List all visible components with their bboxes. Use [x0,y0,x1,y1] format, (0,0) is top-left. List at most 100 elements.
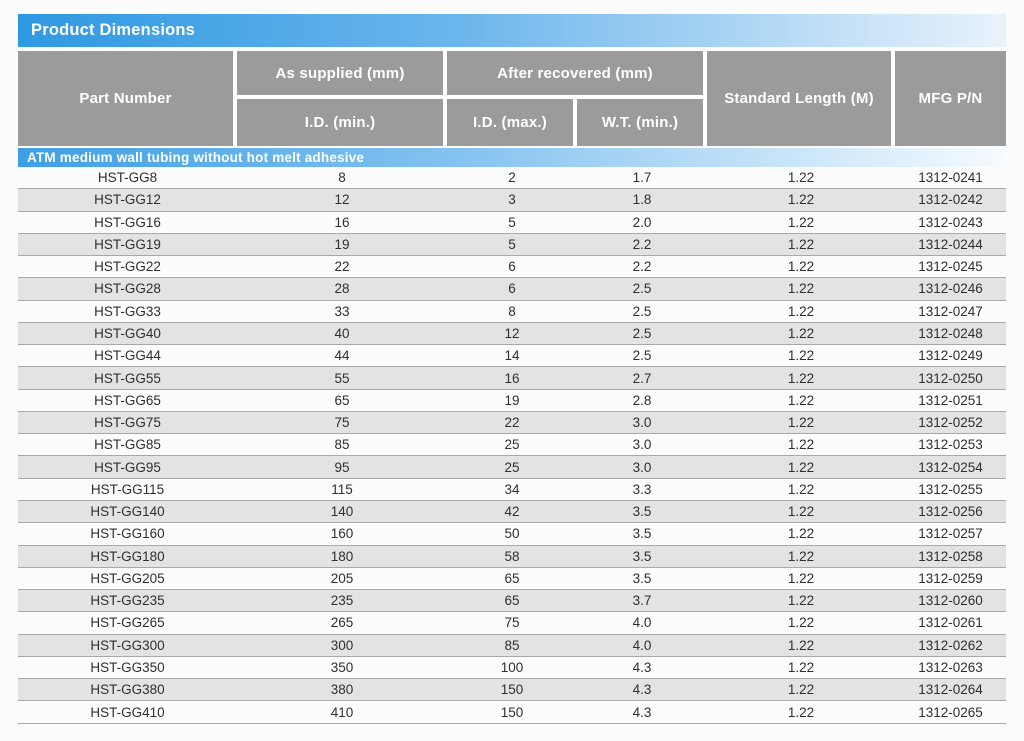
product-dimensions-table-body: HST-GG8 8 2 1.7 1.22 1312-0241 HST-GG12 12 3 1.8 1… [18,167,1006,724]
table-cell-mfg_pn: 1312-0243 [918,214,983,230]
table-cell-standard_length: 1.22 [787,437,815,453]
table-cell-id_max: 19 [504,392,520,408]
table-cell-mfg_pn: 1312-0264 [918,682,983,698]
table-cell-id_max: 58 [504,548,520,564]
col-header-as-supplied: As supplied (mm) [237,51,447,99]
table-row: HST-GG350 350 100 4.3 1.22 1312-0263 [18,656,1006,680]
table-cell-mfg_pn: 1312-0244 [918,236,983,252]
table-cell-id_min: 235 [330,593,354,609]
table-cell-standard_length: 1.22 [787,481,815,497]
table-cell-mfg_pn: 1312-0253 [918,437,983,453]
table-row: HST-GG65 65 19 2.8 1.22 1312-0251 [18,389,1006,412]
table-cell-mfg_pn: 1312-0249 [918,348,983,364]
table-row: HST-GG180 180 58 3.5 1.22 1312-0258 [18,545,1006,568]
table-cell-mfg_pn: 1312-0252 [918,415,983,431]
table-cell-mfg_pn: 1312-0263 [918,659,983,675]
table-cell-id_max: 16 [504,370,520,386]
table-row: HST-GG75 75 22 3.0 1.22 1312-0252 [18,411,1006,435]
table-cell-wt_min: 2.5 [632,303,652,319]
table-cell-part_number: HST-GG22 [94,259,161,275]
table-cell-standard_length: 1.22 [787,504,815,520]
col-header-id-max: I.D. (max.) [447,99,577,146]
table-row: HST-GG44 44 14 2.5 1.22 1312-0249 [18,345,1006,368]
table-cell-standard_length: 1.22 [787,548,815,564]
table-row: HST-GG16 16 5 2.0 1.22 1312-0243 [18,211,1006,234]
table-cell-standard_length: 1.22 [787,570,815,586]
col-header-standard-length: Standard Length (M) [707,51,895,146]
table-cell-wt_min: 2.2 [632,259,652,275]
table-row: HST-GG19 19 5 2.2 1.22 1312-0244 [18,233,1006,257]
table-cell-id_max: 5 [508,236,516,252]
table-cell-part_number: HST-GG8 [97,170,158,186]
table-cell-id_min: 44 [334,348,350,364]
table-row: HST-GG85 85 25 3.0 1.22 1312-0253 [18,434,1006,457]
table-row: HST-GG33 33 8 2.5 1.22 1312-0247 [18,300,1006,323]
table-row: HST-GG300 300 85 4.0 1.22 1312-0262 [18,634,1006,657]
table-cell-id_min: 16 [334,214,350,230]
table-cell-part_number: HST-GG55 [94,370,161,386]
table-row: HST-GG380 380 150 4.3 1.22 1312-0264 [18,679,1006,702]
table-cell-wt_min: 2.2 [632,236,652,252]
table-cell-id_min: 95 [334,459,350,475]
table-cell-id_max: 65 [504,593,520,609]
table-cell-part_number: HST-GG140 [90,504,165,520]
table-cell-wt_min: 2.7 [632,370,652,386]
table-cell-part_number: HST-GG300 [90,637,165,653]
table-cell-mfg_pn: 1312-0245 [918,259,983,275]
table-cell-id_min: 410 [330,704,354,720]
table-cell-id_min: 300 [330,637,354,653]
table-cell-id_max: 6 [508,259,516,275]
table-cell-id_min: 65 [334,392,350,408]
col-header-after-recovered: After recovered (mm) [447,51,707,99]
table-cell-id_min: 140 [330,504,354,520]
table-cell-part_number: HST-GG65 [94,392,161,408]
table-cell-standard_length: 1.22 [787,593,815,609]
table-cell-mfg_pn: 1312-0248 [918,325,983,341]
table-cell-id_max: 50 [504,526,520,542]
table-cell-standard_length: 1.22 [787,392,815,408]
table-row: HST-GG28 28 6 2.5 1.22 1312-0246 [18,278,1006,301]
table-cell-mfg_pn: 1312-0258 [918,548,983,564]
table-cell-wt_min: 2.5 [632,325,652,341]
table-cell-mfg_pn: 1312-0251 [918,392,983,408]
table-row: HST-GG205 205 65 3.5 1.22 1312-0259 [18,567,1006,591]
table-cell-id_min: 22 [334,259,350,275]
table-cell-id_min: 205 [330,570,354,586]
table-cell-mfg_pn: 1312-0256 [918,504,983,520]
table-row: HST-GG95 95 25 3.0 1.22 1312-0254 [18,456,1006,479]
table-cell-wt_min: 4.3 [632,704,652,720]
table-cell-id_min: 12 [334,192,350,208]
table-cell-mfg_pn: 1312-0261 [918,615,983,631]
table-cell-part_number: HST-GG265 [90,615,165,631]
table-cell-part_number: HST-GG19 [94,236,161,252]
table-cell-standard_length: 1.22 [787,214,815,230]
table-cell-id_min: 180 [330,548,354,564]
table-cell-id_min: 75 [334,415,350,431]
table-cell-wt_min: 4.0 [632,615,652,631]
table-cell-standard_length: 1.22 [787,303,815,319]
table-cell-id_max: 8 [508,303,516,319]
table-cell-wt_min: 4.3 [632,659,652,675]
table-cell-wt_min: 2.8 [632,392,652,408]
table-row: HST-GG22 22 6 2.2 1.22 1312-0245 [18,256,1006,279]
page: Product Dimensions Part Number As suppli… [18,14,1006,724]
table-cell-part_number: HST-GG28 [94,281,161,297]
table-cell-id_max: 2 [508,170,516,186]
col-header-wt-min: W.T. (min.) [577,99,707,146]
table-cell-id_max: 34 [504,481,520,497]
table-cell-id_min: 115 [331,481,353,497]
page-title: Product Dimensions [31,21,196,39]
table-cell-standard_length: 1.22 [787,348,815,364]
col-header-id-min: I.D. (min.) [237,99,447,146]
table-cell-id_min: 33 [334,303,350,319]
section-label: ATM medium wall tubing without hot melt … [27,150,365,165]
table-header: Part Number As supplied (mm) After recov… [18,51,1006,146]
table-cell-part_number: HST-GG350 [90,659,165,675]
table-row: HST-GG115 115 34 3.3 1.22 1312-0255 [18,478,1006,501]
table-cell-wt_min: 3.5 [632,548,652,564]
table-cell-id_max: 12 [504,325,520,341]
table-cell-wt_min: 2.5 [632,281,652,297]
table-cell-id_max: 85 [504,637,520,653]
table-cell-wt_min: 4.0 [632,637,652,653]
table-cell-mfg_pn: 1312-0254 [918,459,983,475]
